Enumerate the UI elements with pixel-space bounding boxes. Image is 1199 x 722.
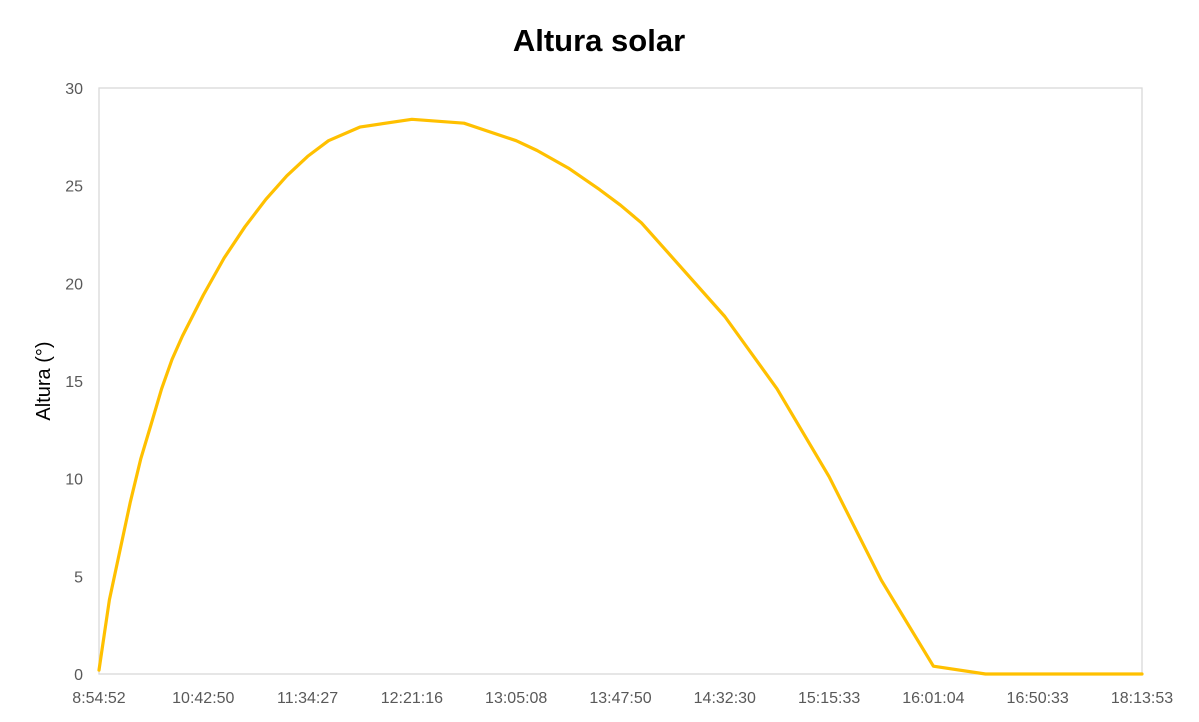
y-tick-label: 20 — [65, 276, 83, 293]
x-tick-label: 13:05:08 — [485, 690, 547, 707]
y-tick-label: 30 — [65, 81, 83, 98]
x-tick-label: 13:47:50 — [589, 690, 651, 707]
chart-title: Altura solar — [513, 23, 685, 58]
x-tick-label: 8:54:52 — [72, 690, 125, 707]
x-tick-label: 15:15:33 — [798, 690, 860, 707]
y-tick-label: 0 — [74, 667, 83, 684]
x-axis-ticks: 8:54:52 10:42:50 11:34:27 12:21:16 13:05:08 1… — [72, 690, 1173, 707]
y-tick-label: 5 — [74, 569, 83, 586]
x-tick-label: 18:13:53 — [1111, 690, 1173, 707]
y-tick-label: 10 — [65, 472, 83, 489]
x-tick-label: 16:50:33 — [1007, 690, 1069, 707]
x-tick-label: 16:01:04 — [902, 690, 964, 707]
y-axis-label: Altura (°) — [33, 341, 55, 420]
x-tick-label: 11:34:27 — [277, 690, 338, 707]
x-tick-label: 14:32:30 — [694, 690, 756, 707]
y-axis-ticks: 0 5 10 15 20 25 30 — [65, 81, 83, 684]
y-tick-label: 15 — [65, 374, 83, 391]
plot-area — [99, 88, 1142, 674]
x-tick-label: 10:42:50 — [172, 690, 234, 707]
x-tick-label: 12:21:16 — [381, 690, 443, 707]
y-tick-label: 25 — [65, 179, 83, 196]
